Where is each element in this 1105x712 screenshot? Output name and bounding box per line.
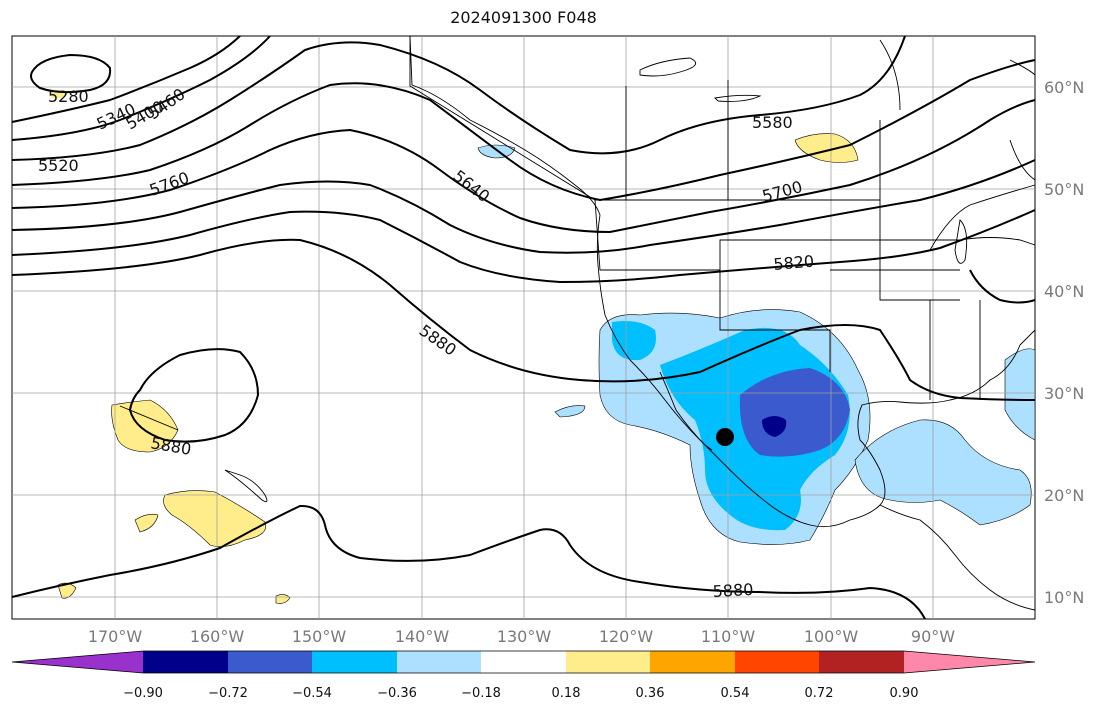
colorbar-segment — [566, 651, 650, 673]
colorbar — [11, 650, 1036, 674]
coastlines — [119, 35, 1036, 611]
colorbar-tick-label: −0.90 — [123, 686, 163, 701]
lat-label: 20°N — [1044, 486, 1084, 505]
contour-label: 5880 — [712, 580, 754, 601]
negative-anomaly-small — [554, 405, 586, 418]
lon-label: 130°W — [497, 627, 552, 646]
colorbar-tick-label: 0.18 — [552, 686, 581, 701]
contour-label: 5520 — [38, 156, 79, 175]
lon-label: 100°W — [804, 627, 859, 646]
colorbar-segment — [143, 651, 228, 673]
map-title: 2024091300 F048 — [450, 8, 597, 27]
lon-label: 140°W — [395, 627, 450, 646]
colorbar-tick-label: 0.54 — [721, 686, 750, 701]
storm-marker — [716, 428, 734, 446]
colorbar-tick-label: −0.18 — [461, 686, 501, 701]
colorbar-outline — [11, 650, 1036, 674]
contour-label: 5580 — [752, 113, 793, 132]
negative-anomaly-strongest — [762, 416, 787, 437]
lon-label: 150°W — [292, 627, 347, 646]
lon-label: 90°W — [911, 627, 955, 646]
anomaly-shading — [50, 90, 1036, 604]
negative-anomaly-gulf — [854, 419, 1032, 526]
lon-axis: 170°W 160°W 150°W 140°W 130°W 120°W 110°… — [88, 627, 955, 646]
positive-anomaly-sw1 — [57, 582, 77, 599]
colorbar-tick-label: 0.90 — [890, 686, 919, 701]
lat-label: 30°N — [1044, 384, 1084, 403]
colorbar-segment — [819, 651, 904, 673]
lat-label: 60°N — [1044, 78, 1084, 97]
map-panel: 5280 5340 5400 5460 5520 5580 5640 5700 … — [11, 35, 1036, 620]
contour-label: 5280 — [48, 87, 89, 106]
positive-anomaly-hawaii-small — [134, 513, 159, 533]
lon-label: 170°W — [88, 627, 143, 646]
colorbar-tick-label: −0.72 — [208, 686, 248, 701]
height-contours — [11, 35, 1036, 620]
lat-label: 50°N — [1044, 180, 1084, 199]
lon-label: 160°W — [190, 627, 245, 646]
colorbar-segment — [228, 651, 312, 673]
graticule — [12, 36, 1035, 619]
contour-label: 5820 — [773, 252, 815, 274]
colorbar-segment — [481, 651, 566, 673]
colorbar-segment — [397, 651, 481, 673]
lon-label: 110°W — [701, 627, 756, 646]
colorbar-tick-label: −0.54 — [292, 686, 332, 701]
colorbar-extend-min — [12, 651, 143, 673]
negative-anomaly-alaska — [477, 144, 516, 159]
colorbar-ticks: −0.90 −0.72 −0.54 −0.36 −0.18 0.18 0.36 … — [123, 686, 918, 701]
lon-label: 120°W — [599, 627, 654, 646]
lat-axis: 60°N 50°N 40°N 30°N 20°N 10°N — [1044, 78, 1084, 607]
colorbar-tick-label: −0.36 — [377, 686, 417, 701]
lat-label: 40°N — [1044, 282, 1084, 301]
lat-label: 10°N — [1044, 588, 1084, 607]
colorbar-segment — [735, 651, 819, 673]
positive-anomaly-hawaii — [163, 490, 267, 547]
negative-anomaly-strong — [739, 368, 850, 457]
colorbar-segment — [312, 651, 397, 673]
colorbar-tick-label: 0.36 — [636, 686, 665, 701]
colorbar-segment — [650, 651, 735, 673]
colorbar-extend-max — [904, 651, 1035, 673]
colorbar-tick-label: 0.72 — [805, 686, 834, 701]
